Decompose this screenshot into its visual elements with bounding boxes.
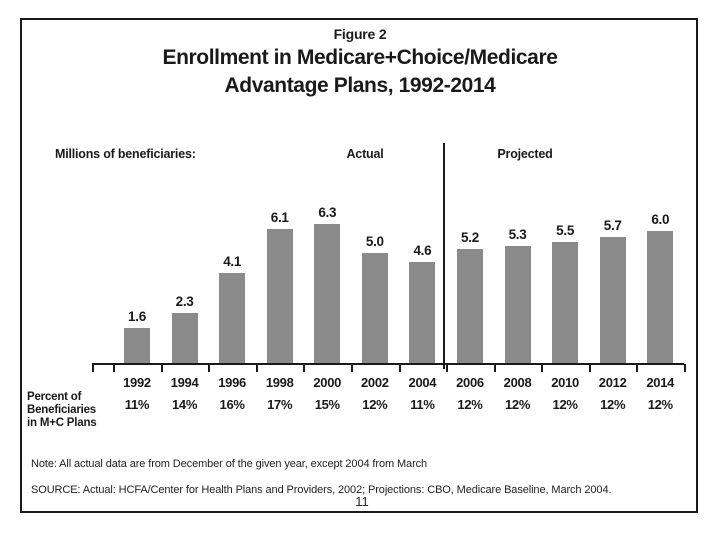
bar-value-label: 5.7: [603, 218, 622, 234]
figure-border: [20, 18, 698, 513]
x-axis-line: [92, 363, 684, 365]
percent-label: 12%: [362, 397, 388, 412]
section-label-actual: Actual: [346, 147, 384, 161]
percent-label: 12%: [647, 397, 673, 412]
percent-label: 11%: [410, 397, 435, 412]
year-label: 2010: [551, 375, 579, 390]
axis-tick: [398, 364, 401, 372]
units-label: Millions of beneficiaries:: [55, 147, 196, 161]
percent-row-label-line1: Percent of: [27, 391, 82, 403]
bar-2014: [647, 230, 674, 364]
percent-label: 12%: [552, 397, 578, 412]
bar-value-label: 4.1: [223, 253, 242, 269]
bar-2008: [504, 246, 531, 364]
year-label: 2004: [408, 375, 437, 390]
year-label: 1992: [123, 375, 151, 390]
axis-tick: [446, 364, 449, 372]
figure-kicker: Figure 2: [333, 26, 387, 42]
axis-tick: [588, 364, 591, 372]
bar-2004: [409, 261, 436, 364]
bar-2010: [552, 241, 579, 364]
bar-value-label: 6.1: [270, 209, 289, 225]
year-label: 2008: [503, 375, 532, 390]
percent-label: 17%: [267, 397, 293, 412]
year-label: 2012: [598, 375, 627, 390]
axis-tick: [303, 364, 306, 372]
percent-label: 12%: [504, 397, 531, 412]
bar-1992: [123, 328, 150, 364]
bar-2002: [361, 253, 388, 364]
actual-projected-divider-line: [443, 143, 445, 369]
year-label: 1994: [170, 375, 199, 390]
axis-tick: [636, 364, 639, 372]
bar-value-label: 5.5: [556, 222, 575, 238]
bar-2006: [456, 248, 483, 364]
bar-value-label: 6.0: [651, 211, 670, 227]
year-label: 2000: [313, 375, 342, 390]
percent-label: 14%: [171, 397, 198, 412]
bar-1994: [171, 312, 198, 364]
axis-tick: [493, 364, 496, 372]
axis-tick: [208, 364, 211, 372]
axis-tick: [351, 364, 354, 372]
bar-value-label: 5.0: [365, 234, 384, 249]
bar-value-label: 1.6: [128, 309, 146, 325]
page-number: 11: [355, 494, 369, 509]
axis-tick: [113, 364, 116, 372]
percent-label: 16%: [219, 397, 245, 412]
year-label: 2006: [456, 375, 484, 390]
section-label-projected: Projected: [497, 147, 553, 161]
axis-tick: [541, 364, 544, 372]
axis-tick: [255, 364, 258, 372]
percent-row-label-line2: Beneficiaries: [27, 404, 96, 416]
bar-value-label: 5.2: [461, 229, 479, 245]
axis-tick: [684, 364, 687, 372]
percent-label: 11%: [124, 397, 150, 412]
year-label: 1998: [265, 375, 294, 390]
bar-2012: [599, 237, 626, 364]
percent-label: 15%: [314, 397, 340, 412]
figure-title-line1: Enrollment in Medicare+Choice/Medicare: [162, 46, 558, 69]
year-label: 2014: [646, 375, 675, 390]
percent-label: 12%: [457, 397, 483, 412]
percent-row-label-line3: in M+C Plans: [27, 417, 97, 429]
source-text: SOURCE: Actual: HCFA/Center for Health P…: [31, 484, 612, 496]
bar-1998: [266, 228, 293, 364]
axis-tick: [160, 364, 163, 372]
year-label: 1996: [218, 375, 246, 390]
bar-2000: [314, 224, 341, 364]
note-text: Note: All actual data are from December …: [31, 458, 428, 470]
bar-1996: [219, 272, 246, 364]
bar-value-label: 6.3: [318, 205, 337, 221]
percent-label: 12%: [600, 397, 626, 412]
bar-value-label: 2.3: [175, 293, 194, 309]
bar-value-label: 5.3: [508, 227, 527, 243]
axis-tick: [92, 364, 94, 372]
year-label: 2002: [360, 375, 389, 390]
bar-value-label: 4.6: [413, 242, 432, 258]
figure-title-line2: Advantage Plans, 1992-2014: [224, 74, 496, 97]
